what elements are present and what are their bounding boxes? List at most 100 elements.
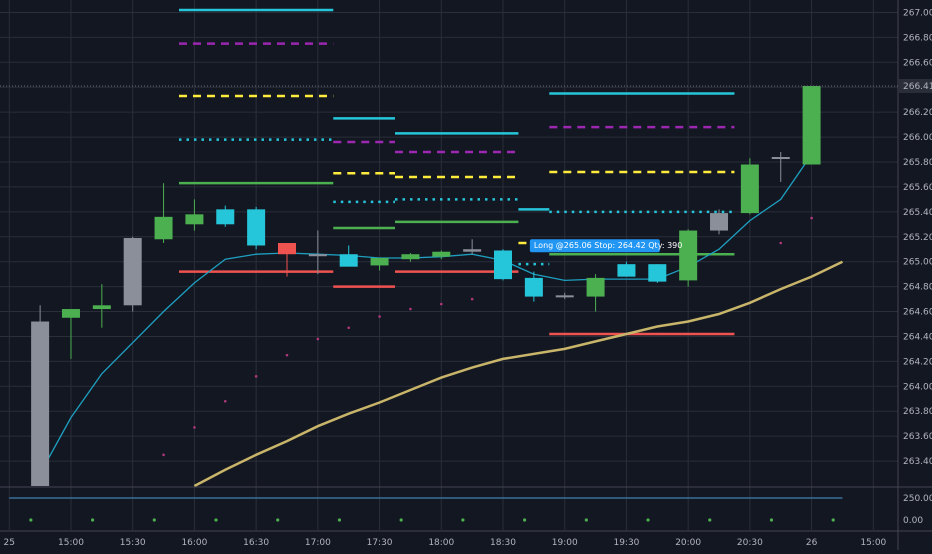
candle-body (586, 277, 605, 297)
sma-slow-line (193, 260, 844, 488)
y-tick-label: 267.00 (903, 8, 932, 18)
candle-body (185, 214, 204, 225)
candle-body (432, 251, 451, 257)
sub-pane-dot (708, 518, 712, 522)
order-tooltip-box (529, 239, 660, 253)
psar-dot (347, 326, 351, 330)
x-tick-label: 16:30 (243, 538, 269, 548)
sub-pane (9, 497, 843, 522)
psar-dot (316, 337, 320, 341)
psar-dots (162, 216, 813, 457)
x-tick-label: 20:00 (675, 538, 701, 548)
x-tick-label: 20:30 (737, 538, 763, 548)
candle-body (92, 305, 111, 310)
candle-body (123, 238, 142, 306)
y-tick-label: 263.40 (903, 457, 932, 467)
candle-body (617, 264, 636, 277)
candle-body (154, 216, 173, 240)
y-tick-label: 265.60 (903, 183, 932, 193)
candle-body (61, 309, 80, 318)
candle-body (31, 321, 50, 486)
sub-y-tick-label: 250.00 (903, 494, 932, 504)
candle-body (494, 250, 513, 280)
psar-dot (810, 216, 813, 220)
y-tick-label: 264.80 (903, 283, 932, 293)
psar-dot (378, 315, 381, 318)
psar-dot (162, 453, 165, 457)
y-tick-label: 263.60 (903, 432, 932, 442)
candle-body (463, 249, 482, 252)
candle-body (679, 230, 698, 281)
y-tick-label: 264.60 (903, 308, 932, 318)
psar-dot (193, 426, 196, 429)
y-tick-label: 264.20 (903, 357, 932, 367)
psar-dot (223, 399, 227, 403)
y-tick-label: 265.40 (903, 208, 932, 218)
y-tick-label: 264.00 (903, 382, 932, 392)
sub-pane-dot (152, 518, 156, 522)
candle-body (802, 85, 821, 165)
candles (31, 85, 821, 486)
y-tick-label: 266.20 (903, 108, 932, 118)
sub-y-tick-label: 0.00 (903, 516, 923, 526)
x-tick-label: 19:30 (613, 538, 639, 548)
sub-pane-dot (461, 518, 465, 522)
sub-pane-dot (90, 518, 95, 522)
psar-dot (470, 297, 474, 301)
psar-dot (439, 302, 443, 306)
psar-dot (254, 375, 258, 378)
sub-pane-dot (584, 518, 588, 522)
x-tick-label: 15:30 (120, 538, 146, 548)
candle-body (216, 209, 235, 225)
candle-body (648, 264, 667, 282)
x-tick-label: 26 (806, 538, 818, 548)
sub-pane-dot (276, 518, 280, 522)
order-tooltip-group: Long @265.06 Stop: 264.42 Qty: 390 (529, 239, 683, 253)
y-tick-label: 266.00 (903, 133, 932, 143)
sub-pane-dot (214, 518, 218, 522)
candle-body (555, 295, 574, 298)
y-tick-label: 266.60 (903, 58, 932, 68)
candle-body (277, 243, 296, 255)
sub-pane-dot (337, 518, 342, 522)
y-tick-label: 265.00 (903, 258, 932, 268)
candle-body (308, 254, 327, 257)
x-tick-label: 15:00 (58, 538, 84, 548)
candle-body (247, 209, 266, 246)
candle-body (339, 254, 358, 267)
last-price-box (899, 78, 932, 93)
candle-body (710, 213, 729, 231)
x-tick-label: 16:00 (181, 538, 207, 548)
psar-dot (409, 307, 412, 311)
psar-dot (285, 353, 289, 357)
last-price-label: 266.41 (903, 82, 932, 92)
x-tick-label: 19:00 (552, 538, 578, 548)
x-tick-label: 18:00 (428, 538, 454, 548)
y-tick-label: 264.40 (903, 332, 932, 342)
price-levels (178, 8, 735, 336)
y-tick-label: 265.20 (903, 233, 932, 243)
x-tick-label: 17:00 (305, 538, 331, 548)
y-tick-label: 266.80 (903, 33, 932, 43)
psar-dot (779, 241, 783, 245)
candle-body (740, 164, 759, 214)
y-tick-label: 263.80 (903, 407, 932, 417)
sub-pane-dot (646, 518, 650, 522)
x-tick-label: 18:30 (490, 538, 516, 548)
sub-pane-dot (399, 518, 403, 522)
candle-body (771, 157, 790, 160)
sub-pane-dot (831, 518, 835, 522)
order-tooltip: Long @265.06 Stop: 264.42 Qty: 390 (534, 241, 683, 250)
sub-pane-dot (523, 518, 527, 522)
last-price-group: 266.41 (0, 78, 932, 93)
x-tick-label: 15:00 (860, 538, 886, 548)
candle-body (370, 257, 389, 266)
candle-body (401, 254, 420, 260)
candle-body (524, 277, 543, 297)
sub-pane-dot (769, 518, 774, 522)
sub-pane-dot (29, 518, 33, 522)
